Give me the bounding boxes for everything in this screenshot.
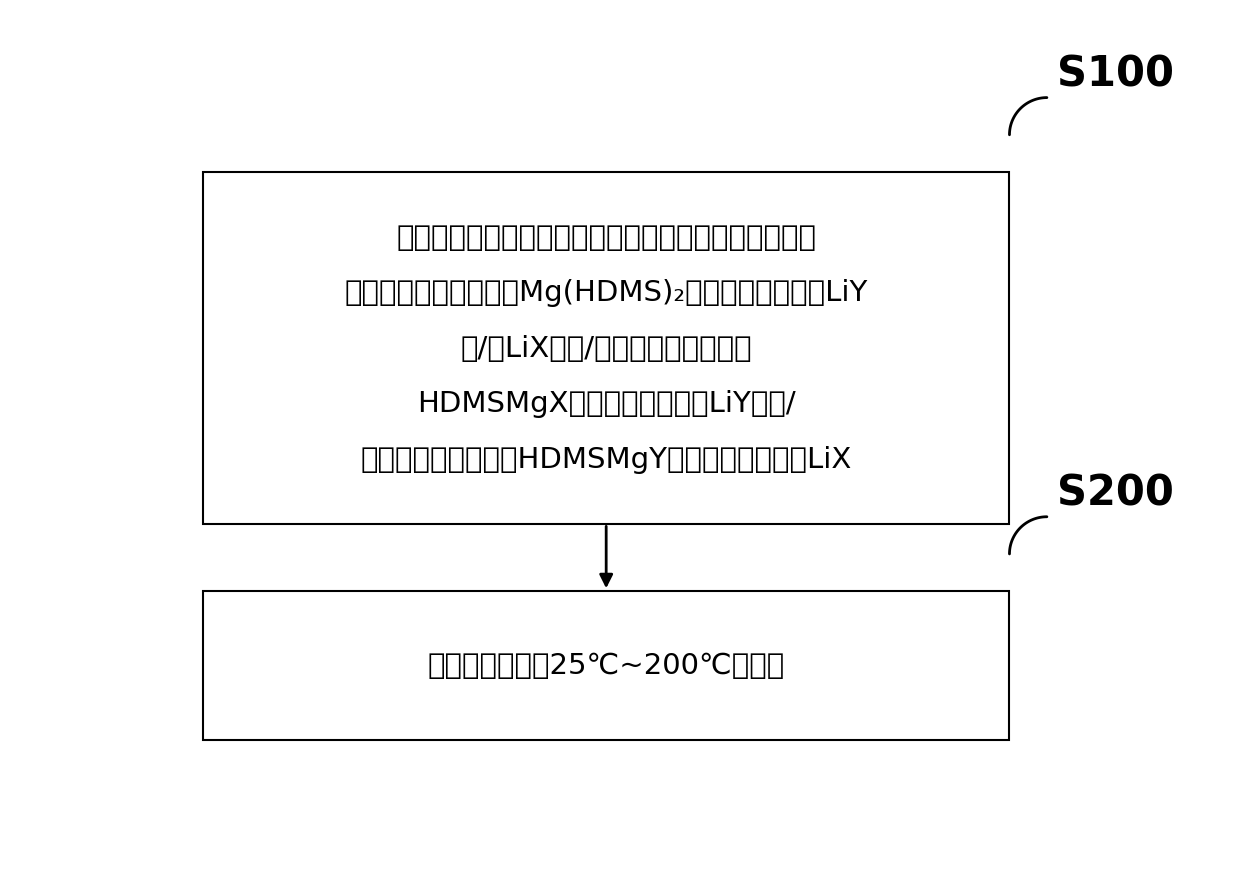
FancyBboxPatch shape <box>203 591 1010 740</box>
Text: 其中，所述无水镁盐为Mg(HDMS)₂，所述无水锂盐为LiY: 其中，所述无水镁盐为Mg(HDMS)₂，所述无水锂盐为LiY <box>344 279 867 307</box>
Text: HDMSMgX，所述无水锂盐为LiY；和/: HDMSMgX，所述无水锂盐为LiY；和/ <box>416 389 795 417</box>
FancyBboxPatch shape <box>203 173 1010 524</box>
Text: 和/或LiX；和/或，所述无水镁盐为: 和/或LiX；和/或，所述无水镁盐为 <box>461 334 752 362</box>
Text: S200: S200 <box>1057 472 1173 514</box>
Text: 或，所述无水镁盐为HDMSMgY，所述无水锂盐为LiX: 或，所述无水镁盐为HDMSMgY，所述无水锂盐为LiX <box>361 446 852 473</box>
Text: S100: S100 <box>1057 53 1173 95</box>
Text: 将所述混合物在25℃~200℃下反应: 将所述混合物在25℃~200℃下反应 <box>427 652 784 680</box>
Text: 将无水镁盐、无水锂盐和所述非水溶剤混合得到混合；: 将无水镁盐、无水锂盐和所述非水溶剤混合得到混合； <box>396 224 817 252</box>
